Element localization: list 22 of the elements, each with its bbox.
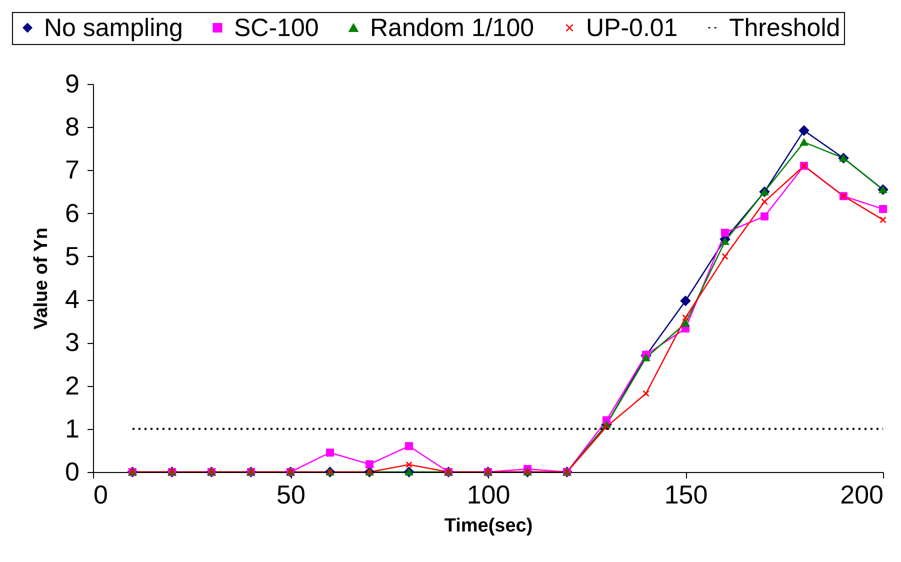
x-tick-label: 0 xyxy=(94,480,108,510)
y-tick-label: 8 xyxy=(65,112,80,142)
y-tick-label: 5 xyxy=(65,240,80,271)
y-tick-label: 2 xyxy=(65,370,80,400)
y-tick-label: 0 xyxy=(65,456,80,486)
legend-label: Threshold xyxy=(729,14,840,42)
x-tick-label: 150 xyxy=(664,480,708,510)
x-tick-label: 50 xyxy=(276,480,306,510)
y-tick-label: 7 xyxy=(65,154,80,185)
y-axis-title: Value of Yn xyxy=(31,227,52,330)
y-tick-label: 6 xyxy=(65,198,80,228)
y-tick-label: 3 xyxy=(65,327,80,358)
legend-label: SC-100 xyxy=(234,14,319,42)
y-tick-label: 4 xyxy=(65,284,80,314)
y-tick-label: 1 xyxy=(65,413,80,444)
x-tick-label: 100 xyxy=(466,480,510,510)
y-tick-label: 9 xyxy=(65,68,80,98)
legend-label: UP-0.01 xyxy=(586,14,678,42)
legend-label: Random 1/100 xyxy=(370,14,534,42)
x-tick-label: 200 xyxy=(840,480,884,510)
x-axis-title: Time(sec) xyxy=(444,516,533,536)
legend-label: No sampling xyxy=(44,14,183,42)
